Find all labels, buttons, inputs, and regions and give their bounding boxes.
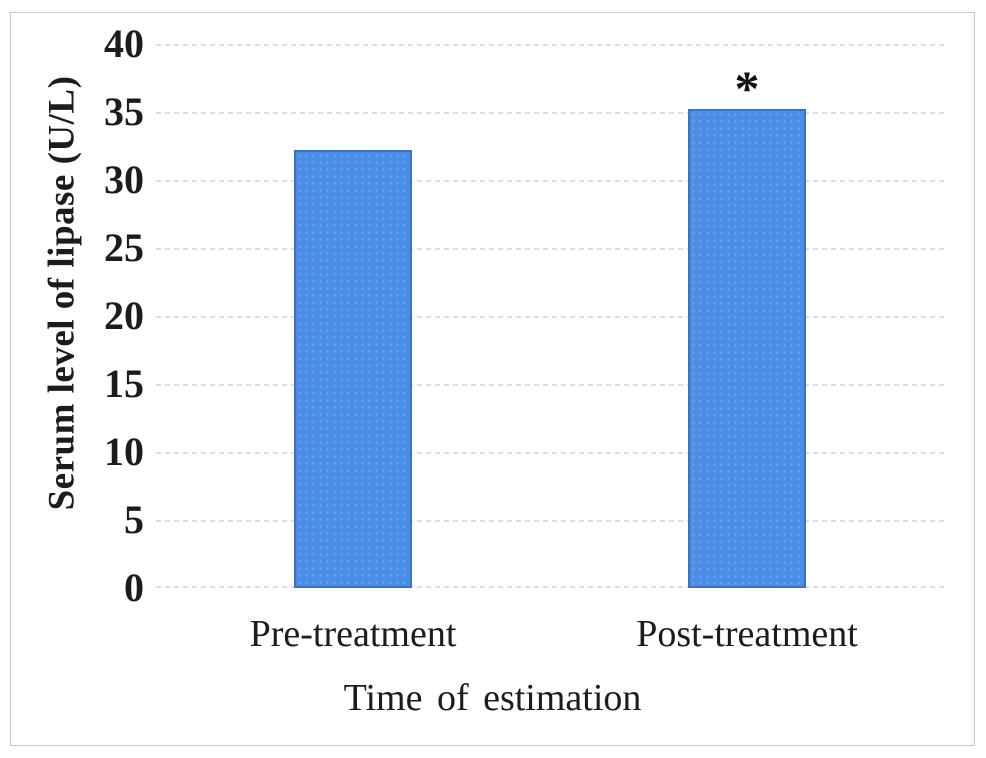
x-axis-title: Time of estimation xyxy=(343,677,642,719)
y-tick-label-40: 40 xyxy=(104,21,144,66)
gridline-y-10 xyxy=(156,452,944,454)
gridline-y-25 xyxy=(156,248,944,250)
gridline-y-20 xyxy=(156,316,944,318)
y-tick-label-35: 35 xyxy=(104,89,144,134)
y-tick-label-10: 10 xyxy=(104,429,144,474)
y-tick-label-15: 15 xyxy=(104,361,144,406)
y-tick-label-0: 0 xyxy=(124,565,144,610)
y-tick-label-30: 30 xyxy=(104,157,144,202)
gridline-y-0 xyxy=(156,586,944,588)
y-axis-tick-labels: 0 5 10 15 20 25 30 35 40 xyxy=(11,24,144,608)
bar-post-treatment xyxy=(688,109,806,588)
significance-asterisk: * xyxy=(734,60,760,116)
plot-area: * xyxy=(156,44,944,588)
x-category-label-pre-treatment: Pre-treatment xyxy=(249,613,457,655)
gridline-y-40 xyxy=(156,44,944,46)
bar-pre-treatment xyxy=(294,150,412,588)
gridline-y-5 xyxy=(156,520,944,522)
y-tick-label-20: 20 xyxy=(104,293,144,338)
gridline-y-15 xyxy=(156,384,944,386)
gridline-y-30 xyxy=(156,180,944,182)
y-tick-label-5: 5 xyxy=(124,497,144,542)
gridline-y-35 xyxy=(156,112,944,114)
x-axis-category-labels: Pre-treatment Post-treatment xyxy=(156,609,944,659)
y-tick-label-25: 25 xyxy=(104,225,144,270)
chart-frame: Serum level of lipase (U/L) 0 5 10 15 20 25 30… xyxy=(10,12,975,746)
x-category-label-post-treatment: Post-treatment xyxy=(636,613,858,655)
